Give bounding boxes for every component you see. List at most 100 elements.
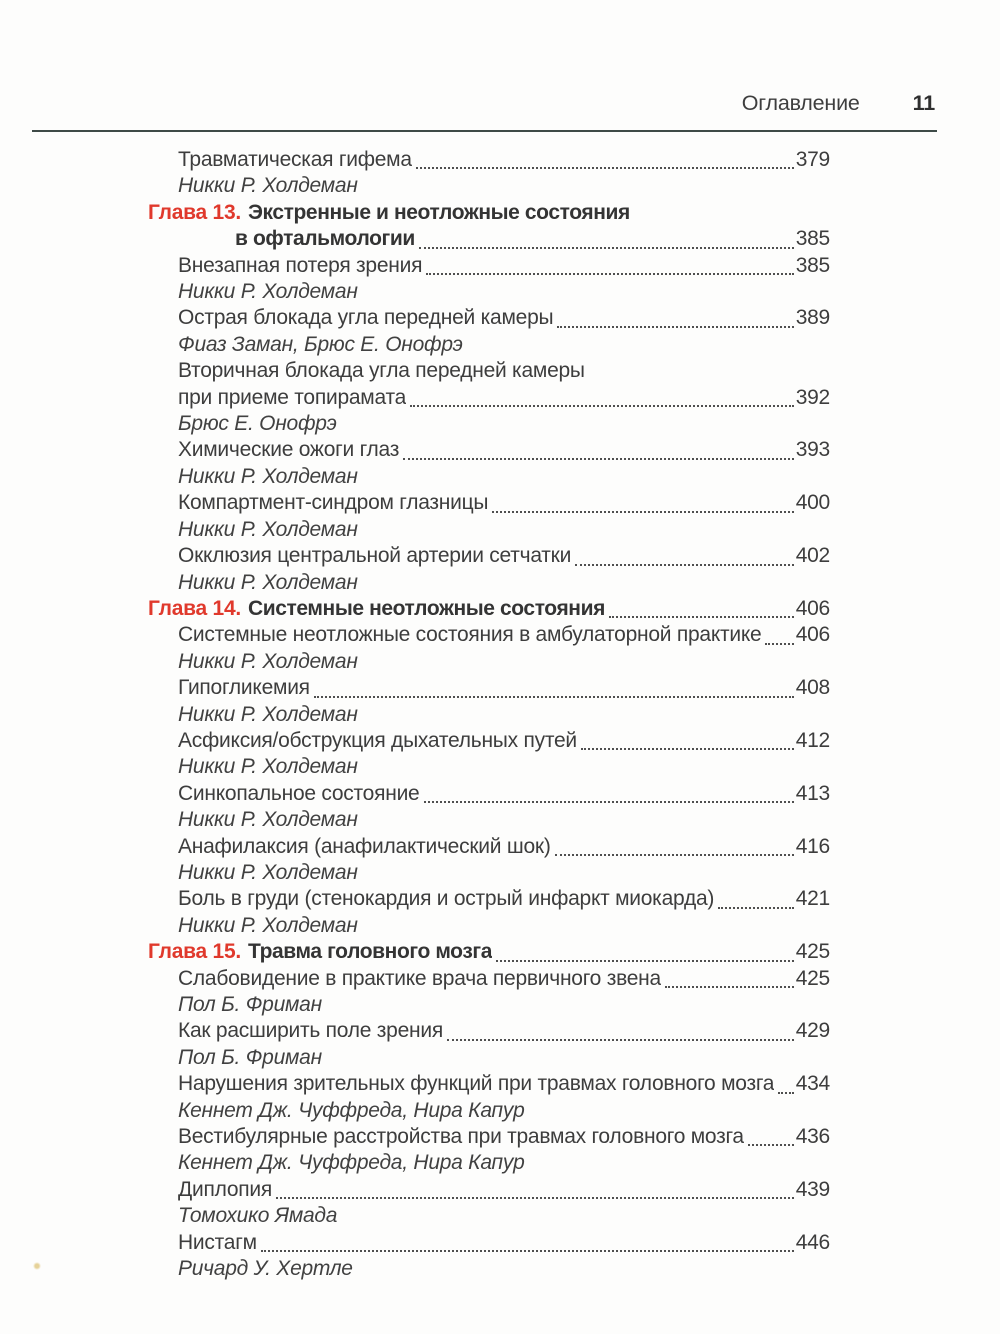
toc-list: Травматическая гифема 379 Никки Р. Холдема… — [148, 147, 831, 1283]
dot-leader — [580, 748, 794, 751]
entry-authors: Кеннет Дж. Чуффреда, Нира Капур — [178, 1098, 525, 1122]
dot-leader — [718, 906, 794, 909]
dot-leader — [418, 246, 794, 249]
dot-leader — [492, 510, 794, 513]
toc-chapter-entry: Глава 15. Травма головного мозга 425 — [148, 939, 830, 965]
entry-title: Химические ожоги глаз — [178, 438, 400, 462]
page-header: Оглавление 11 — [0, 91, 935, 116]
entry-authors: Никки Р. Холдеман — [178, 517, 358, 541]
entry-page-number: 413 — [795, 781, 831, 805]
entry-authors: Никки Р. Холдеман — [178, 174, 358, 198]
toc-section-entry: Внезапная потеря зрения 385 Никки Р. Холде… — [178, 253, 830, 306]
header-rule — [32, 130, 937, 132]
entry-title: Как расширить поле зрения — [178, 1019, 443, 1043]
toc-section-entry: Химические ожоги глаз 393 Никки Р. Холдема… — [178, 437, 830, 490]
entry-title: Травматическая гифема — [178, 148, 412, 171]
entry-title: Нарушения зрительных функций при травмах… — [178, 1072, 775, 1096]
toc-section-entry: Анафилаксия (анафилактический шок) 416 Ник… — [178, 834, 830, 887]
toc-entry-line: в офтальмологии 385 — [235, 226, 830, 252]
toc-section-entry: Нистагм 446 Ричард У. Хертле — [178, 1230, 830, 1283]
chapter-label: Глава 14. — [148, 596, 241, 620]
entry-title: Острая блокада угла передней камеры — [178, 306, 554, 330]
toc-chapter-entry: Глава 14. Системные неотложные состояния 4… — [148, 596, 830, 622]
toc-section-entry: Диплопия 439 Томохико Ямада — [178, 1177, 830, 1230]
dot-leader — [557, 325, 794, 328]
entry-title: Компартмент-синдром глазницы — [178, 491, 489, 515]
toc-entry-line: Химические ожоги глаз 393 — [178, 437, 830, 463]
toc-entry-line: Глава 14. Системные неотложные состояния 4… — [148, 596, 830, 622]
entry-page-number: 425 — [795, 940, 831, 964]
toc-section-entry: Боль в груди (стенокардия и острый инфар… — [178, 886, 830, 939]
entry-title: Вторичная блокада угла передней камеры — [178, 359, 585, 383]
entry-title: Нистагм — [178, 1230, 257, 1254]
entry-title: Системные неотложные состояния в амбулат… — [178, 623, 762, 647]
entry-authors: Никки Р. Холдеман — [178, 280, 358, 304]
entry-page-number: 385 — [795, 227, 831, 251]
toc-section-entry: Асфиксия/обструкция дыхательных путей 412… — [178, 728, 830, 781]
entry-title: Внезапная потеря зрения — [178, 253, 423, 277]
entry-title: Травма головного мозга — [247, 940, 492, 964]
entry-title: Экстренные и неотложные состояния — [247, 200, 630, 224]
entry-authors: Никки Р. Холдеман — [178, 808, 358, 832]
header-page-number: 11 — [912, 91, 936, 115]
toc-entry-line: Острая блокада угла передней камеры 389 — [178, 305, 830, 331]
chapter-label: Глава 13. — [148, 200, 241, 224]
toc-entry-line: Вестибулярные расстройства при травмах г… — [178, 1124, 830, 1150]
toc-entry-line: Глава 15. Травма головного мозга 425 — [148, 939, 830, 965]
toc-entry-line: Анафилаксия (анафилактический шок) 416 — [178, 834, 830, 860]
dot-leader — [575, 563, 794, 566]
dot-leader — [275, 1197, 794, 1200]
entry-page-number: 446 — [795, 1230, 831, 1254]
dot-leader — [313, 695, 794, 698]
header-title: Оглавление — [741, 91, 860, 115]
toc-entry-line: Боль в груди (стенокардия и острый инфар… — [178, 886, 830, 912]
toc-entry-line: Как расширить поле зрения 429 — [178, 1018, 830, 1044]
entry-authors: Никки Р. Холдеман — [178, 570, 358, 594]
toc-section-entry: Острая блокада угла передней камеры 389 Фи… — [178, 305, 830, 358]
toc-entry-line: Нарушения зрительных функций при травмах… — [178, 1071, 830, 1097]
toc-entry-line: Внезапная потеря зрения 385 — [178, 253, 830, 279]
chapter-label: Глава 15. — [148, 940, 241, 964]
dot-leader — [260, 1250, 794, 1253]
entry-page-number: 408 — [795, 676, 831, 700]
entry-title: Асфиксия/обструкция дыхательных путей — [178, 728, 577, 752]
toc-entry-line: Диплопия 439 — [178, 1177, 830, 1203]
toc-section-entry: Системные неотложные состояния в амбулат… — [178, 622, 830, 675]
entry-authors: Никки Р. Холдеман — [178, 913, 358, 937]
entry-page-number: 429 — [795, 1019, 831, 1043]
dot-leader — [554, 853, 794, 856]
dot-leader — [608, 616, 794, 619]
toc-section-entry: Вторичная блокада угла передней камеры пр… — [178, 358, 830, 437]
entry-page-number: 406 — [795, 623, 831, 647]
toc-entry-line: Слабовидение в практике врача первичного… — [178, 966, 830, 992]
toc-entry-line: Синкопальное состояние 413 — [178, 781, 830, 807]
entry-title: Гипогликемия — [178, 676, 310, 700]
entry-authors: Никки Р. Холдеман — [178, 649, 358, 673]
entry-title-continued: при приеме топирамата — [178, 385, 407, 409]
entry-title: Диплопия — [178, 1177, 272, 1201]
entry-title: Слабовидение в практике врача первичного… — [178, 966, 661, 990]
dot-leader — [426, 273, 794, 276]
toc-entry-line: Травматическая гифема 379 — [178, 147, 830, 173]
dot-leader — [403, 457, 794, 460]
dot-leader — [423, 801, 794, 804]
toc-entry-line: Компартмент-синдром глазницы 400 — [178, 490, 830, 516]
entry-authors: Фиаз Заман, Брюс Е. Онофрэ — [178, 332, 463, 356]
entry-page-number: 393 — [795, 438, 831, 462]
toc-entry-line: Асфиксия/обструкция дыхательных путей 412 — [178, 728, 830, 754]
dot-leader — [446, 1038, 794, 1041]
dot-leader — [415, 167, 794, 170]
dot-leader — [496, 959, 794, 962]
toc-section-entry: Нарушения зрительных функций при травмах… — [178, 1071, 830, 1124]
toc-section-entry: Синкопальное состояние 413 Никки Р. Холдем… — [178, 781, 830, 834]
entry-page-number: 406 — [795, 596, 831, 620]
entry-page-number: 400 — [795, 491, 831, 515]
toc-section-entry: Травматическая гифема 379 Никки Р. Холдема… — [178, 147, 830, 200]
entry-page-number: 436 — [795, 1125, 831, 1149]
toc-section-entry: Окклюзия центральной артерии сетчатки 402… — [178, 543, 830, 596]
entry-authors: Брюс Е. Онофрэ — [178, 412, 337, 436]
entry-page-number: 421 — [795, 887, 831, 911]
toc-section-entry: Слабовидение в практике врача первичного… — [178, 966, 830, 1019]
entry-authors: Никки Р. Холдеман — [178, 702, 358, 726]
